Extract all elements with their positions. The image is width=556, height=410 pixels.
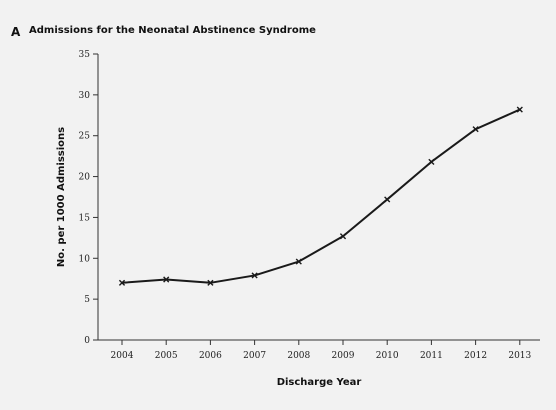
series-group	[118, 106, 523, 286]
data-point	[472, 126, 479, 133]
y-tick-label: 5	[84, 295, 90, 305]
x-tick-label: 2010	[376, 351, 399, 361]
data-point	[428, 158, 435, 165]
y-axis-title: No. per 1000 Admissions	[56, 127, 67, 267]
x-tick-label: 2012	[464, 351, 487, 361]
x-tick-label: 2013	[508, 351, 531, 361]
data-point	[384, 196, 391, 203]
data-point-marker	[163, 276, 170, 283]
y-tick-label: 15	[79, 213, 91, 223]
data-point-marker	[207, 279, 214, 286]
y-tick-label: 10	[79, 254, 91, 264]
data-point	[516, 106, 523, 113]
x-axis: 2004 2005 2006 2007 2008 2009 2010 2011 2012 2013	[98, 339, 540, 361]
x-tick-label: 2009	[332, 351, 355, 361]
data-point-marker	[472, 126, 479, 133]
data-point-marker	[516, 106, 523, 113]
y-tick-label: 25	[79, 132, 91, 142]
data-point-marker	[295, 258, 302, 265]
chart-title: Admissions for the Neonatal Abstinence S…	[29, 25, 316, 36]
y-tick-label: 0	[84, 336, 90, 346]
x-axis-title: Discharge Year	[277, 377, 362, 388]
x-tick-label: 2008	[287, 351, 310, 361]
data-point	[251, 272, 258, 279]
x-tick-label: 2011	[420, 351, 443, 361]
y-tick-label: 30	[79, 91, 91, 101]
data-point-marker	[384, 196, 391, 203]
y-tick-label: 20	[79, 173, 91, 183]
y-tick-label: 35	[79, 50, 91, 60]
data-point	[339, 233, 347, 240]
data-point	[207, 279, 214, 286]
data-point	[163, 276, 170, 283]
x-tick-label: 2007	[243, 351, 266, 361]
panel-letter: A	[11, 25, 21, 39]
data-point-marker	[118, 279, 126, 286]
y-axis: 0 5 10 15 20 25 30 35	[79, 50, 99, 346]
x-tick-label: 2004	[111, 351, 134, 361]
series-line	[121, 108, 521, 284]
x-tick-label: 2006	[199, 351, 222, 361]
data-point-marker	[339, 233, 347, 240]
data-point-marker	[251, 272, 258, 279]
x-tick-label: 2005	[155, 351, 178, 361]
data-point	[295, 258, 302, 265]
data-point	[118, 279, 126, 286]
data-point-marker	[428, 158, 435, 165]
